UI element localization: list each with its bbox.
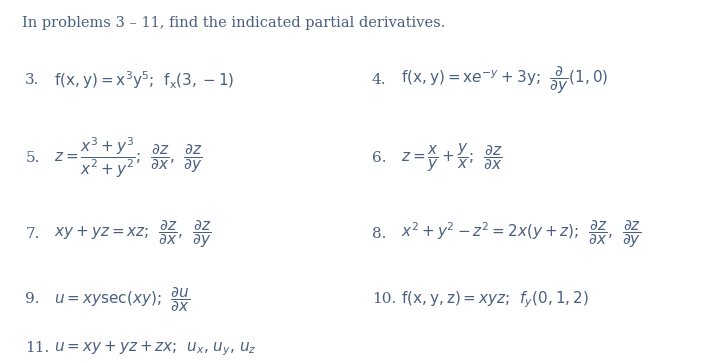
Text: 3.: 3. bbox=[25, 73, 40, 87]
Text: 5.: 5. bbox=[25, 151, 40, 165]
Text: $xy + yz = xz$;  $\dfrac{\partial z}{\partial x}$,  $\dfrac{\partial z}{\partial: $xy + yz = xz$; $\dfrac{\partial z}{\par… bbox=[54, 218, 212, 250]
Text: $u = xy\sec(xy)$;  $\dfrac{\partial u}{\partial x}$: $u = xy\sec(xy)$; $\dfrac{\partial u}{\p… bbox=[54, 285, 191, 314]
Text: 4.: 4. bbox=[372, 73, 386, 87]
Text: $z = \dfrac{x^3+y^3}{x^2+y^2}$;  $\dfrac{\partial z}{\partial x}$,  $\dfrac{\par: $z = \dfrac{x^3+y^3}{x^2+y^2}$; $\dfrac{… bbox=[54, 136, 203, 180]
Text: $x^2 + y^2 - z^2 = 2x(y+z)$;  $\dfrac{\partial z}{\partial x}$,  $\dfrac{\partia: $x^2 + y^2 - z^2 = 2x(y+z)$; $\dfrac{\pa… bbox=[401, 218, 641, 250]
Text: $\mathrm{f}(\mathrm{x,y}) = \mathrm{x}e^{-y} + 3\mathrm{y}$;  $\dfrac{\partial}{: $\mathrm{f}(\mathrm{x,y}) = \mathrm{x}e^… bbox=[401, 64, 608, 96]
Text: 6.: 6. bbox=[372, 151, 386, 165]
Text: $z = \dfrac{x}{y} + \dfrac{y}{x}$;  $\dfrac{\partial z}{\partial x}$: $z = \dfrac{x}{y} + \dfrac{y}{x}$; $\dfr… bbox=[401, 142, 502, 174]
Text: $\mathrm{f}(\mathrm{x,y,z}) = xyz$;  $f_y(0,1,2)$: $\mathrm{f}(\mathrm{x,y,z}) = xyz$; $f_y… bbox=[401, 289, 588, 310]
Text: 8.: 8. bbox=[372, 227, 386, 241]
Text: $u = xy + yz + zx$;  $u_x$, $u_y$, $u_z$: $u = xy + yz + zx$; $u_x$, $u_y$, $u_z$ bbox=[54, 339, 256, 358]
Text: 9.: 9. bbox=[25, 293, 40, 306]
Text: In problems 3 – 11, find the indicated partial derivatives.: In problems 3 – 11, find the indicated p… bbox=[22, 16, 445, 30]
Text: 10.: 10. bbox=[372, 293, 396, 306]
Text: 7.: 7. bbox=[25, 227, 40, 241]
Text: 11.: 11. bbox=[25, 342, 50, 355]
Text: $\mathrm{f}(\mathrm{x,y}) = \mathrm{x}^3\mathrm{y}^5$;  $\mathrm{f}_{\mathrm{x}}: $\mathrm{f}(\mathrm{x,y}) = \mathrm{x}^3… bbox=[54, 69, 235, 91]
